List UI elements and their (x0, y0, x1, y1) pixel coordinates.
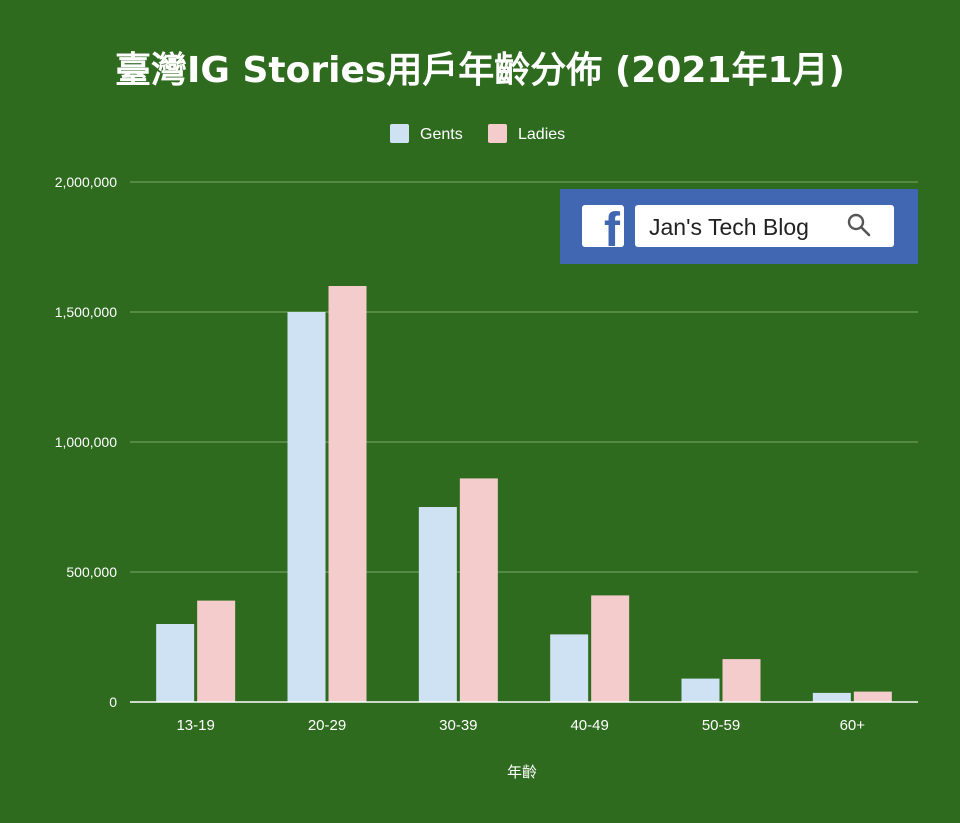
legend-swatch-gents (390, 124, 409, 143)
legend-swatch-ladies (488, 124, 507, 143)
bar-ladies-13-19 (197, 600, 236, 702)
facebook-icon: f (582, 205, 624, 247)
legend: Gents Ladies (390, 124, 565, 143)
x-axis-label: 年齡 (507, 763, 537, 781)
y-tick-label: 500,000 (66, 564, 117, 580)
x-tick-label: 50-59 (702, 717, 740, 734)
bar-ladies-50-59 (722, 659, 761, 702)
bar-gents-40-49 (550, 634, 589, 702)
bar-gents-50-59 (681, 678, 720, 702)
blog-name: Jan's Tech Blog (649, 214, 809, 240)
x-axis: 13-19 20-29 30-39 40-49 50-59 60+ (176, 717, 865, 734)
bar-ladies-20-29 (328, 286, 367, 702)
y-tick-label: 0 (109, 694, 117, 710)
y-axis: 0 500,000 1,000,000 1,500,000 2,000,000 (55, 174, 118, 710)
y-tick-label: 2,000,000 (55, 174, 117, 190)
x-tick-label: 40-49 (570, 717, 608, 734)
search-icon (847, 213, 871, 237)
bar-ladies-40-49 (591, 595, 630, 702)
blog-badge[interactable]: f Jan's Tech Blog (560, 189, 918, 264)
bar-gents-60+ (812, 692, 851, 702)
bar-ladies-30-39 (459, 478, 498, 702)
legend-label-gents: Gents (420, 126, 463, 143)
x-tick-label: 20-29 (308, 717, 346, 734)
blog-search-box[interactable]: Jan's Tech Blog (635, 205, 894, 247)
grid (130, 181, 918, 573)
x-tick-label: 60+ (840, 717, 866, 734)
x-tick-label: 30-39 (439, 717, 477, 734)
legend-label-ladies: Ladies (518, 126, 565, 143)
chart-title: 臺灣IG Stories用戶年齡分佈 (2021年1月) (115, 50, 845, 91)
bar-gents-20-29 (287, 312, 326, 702)
y-tick-label: 1,000,000 (55, 434, 117, 450)
bar-gents-30-39 (418, 507, 457, 702)
y-tick-label: 1,500,000 (55, 304, 117, 320)
x-tick-label: 13-19 (176, 717, 214, 734)
bar-ladies-60+ (853, 691, 892, 702)
bar-gents-13-19 (156, 624, 195, 702)
bars (156, 286, 892, 702)
